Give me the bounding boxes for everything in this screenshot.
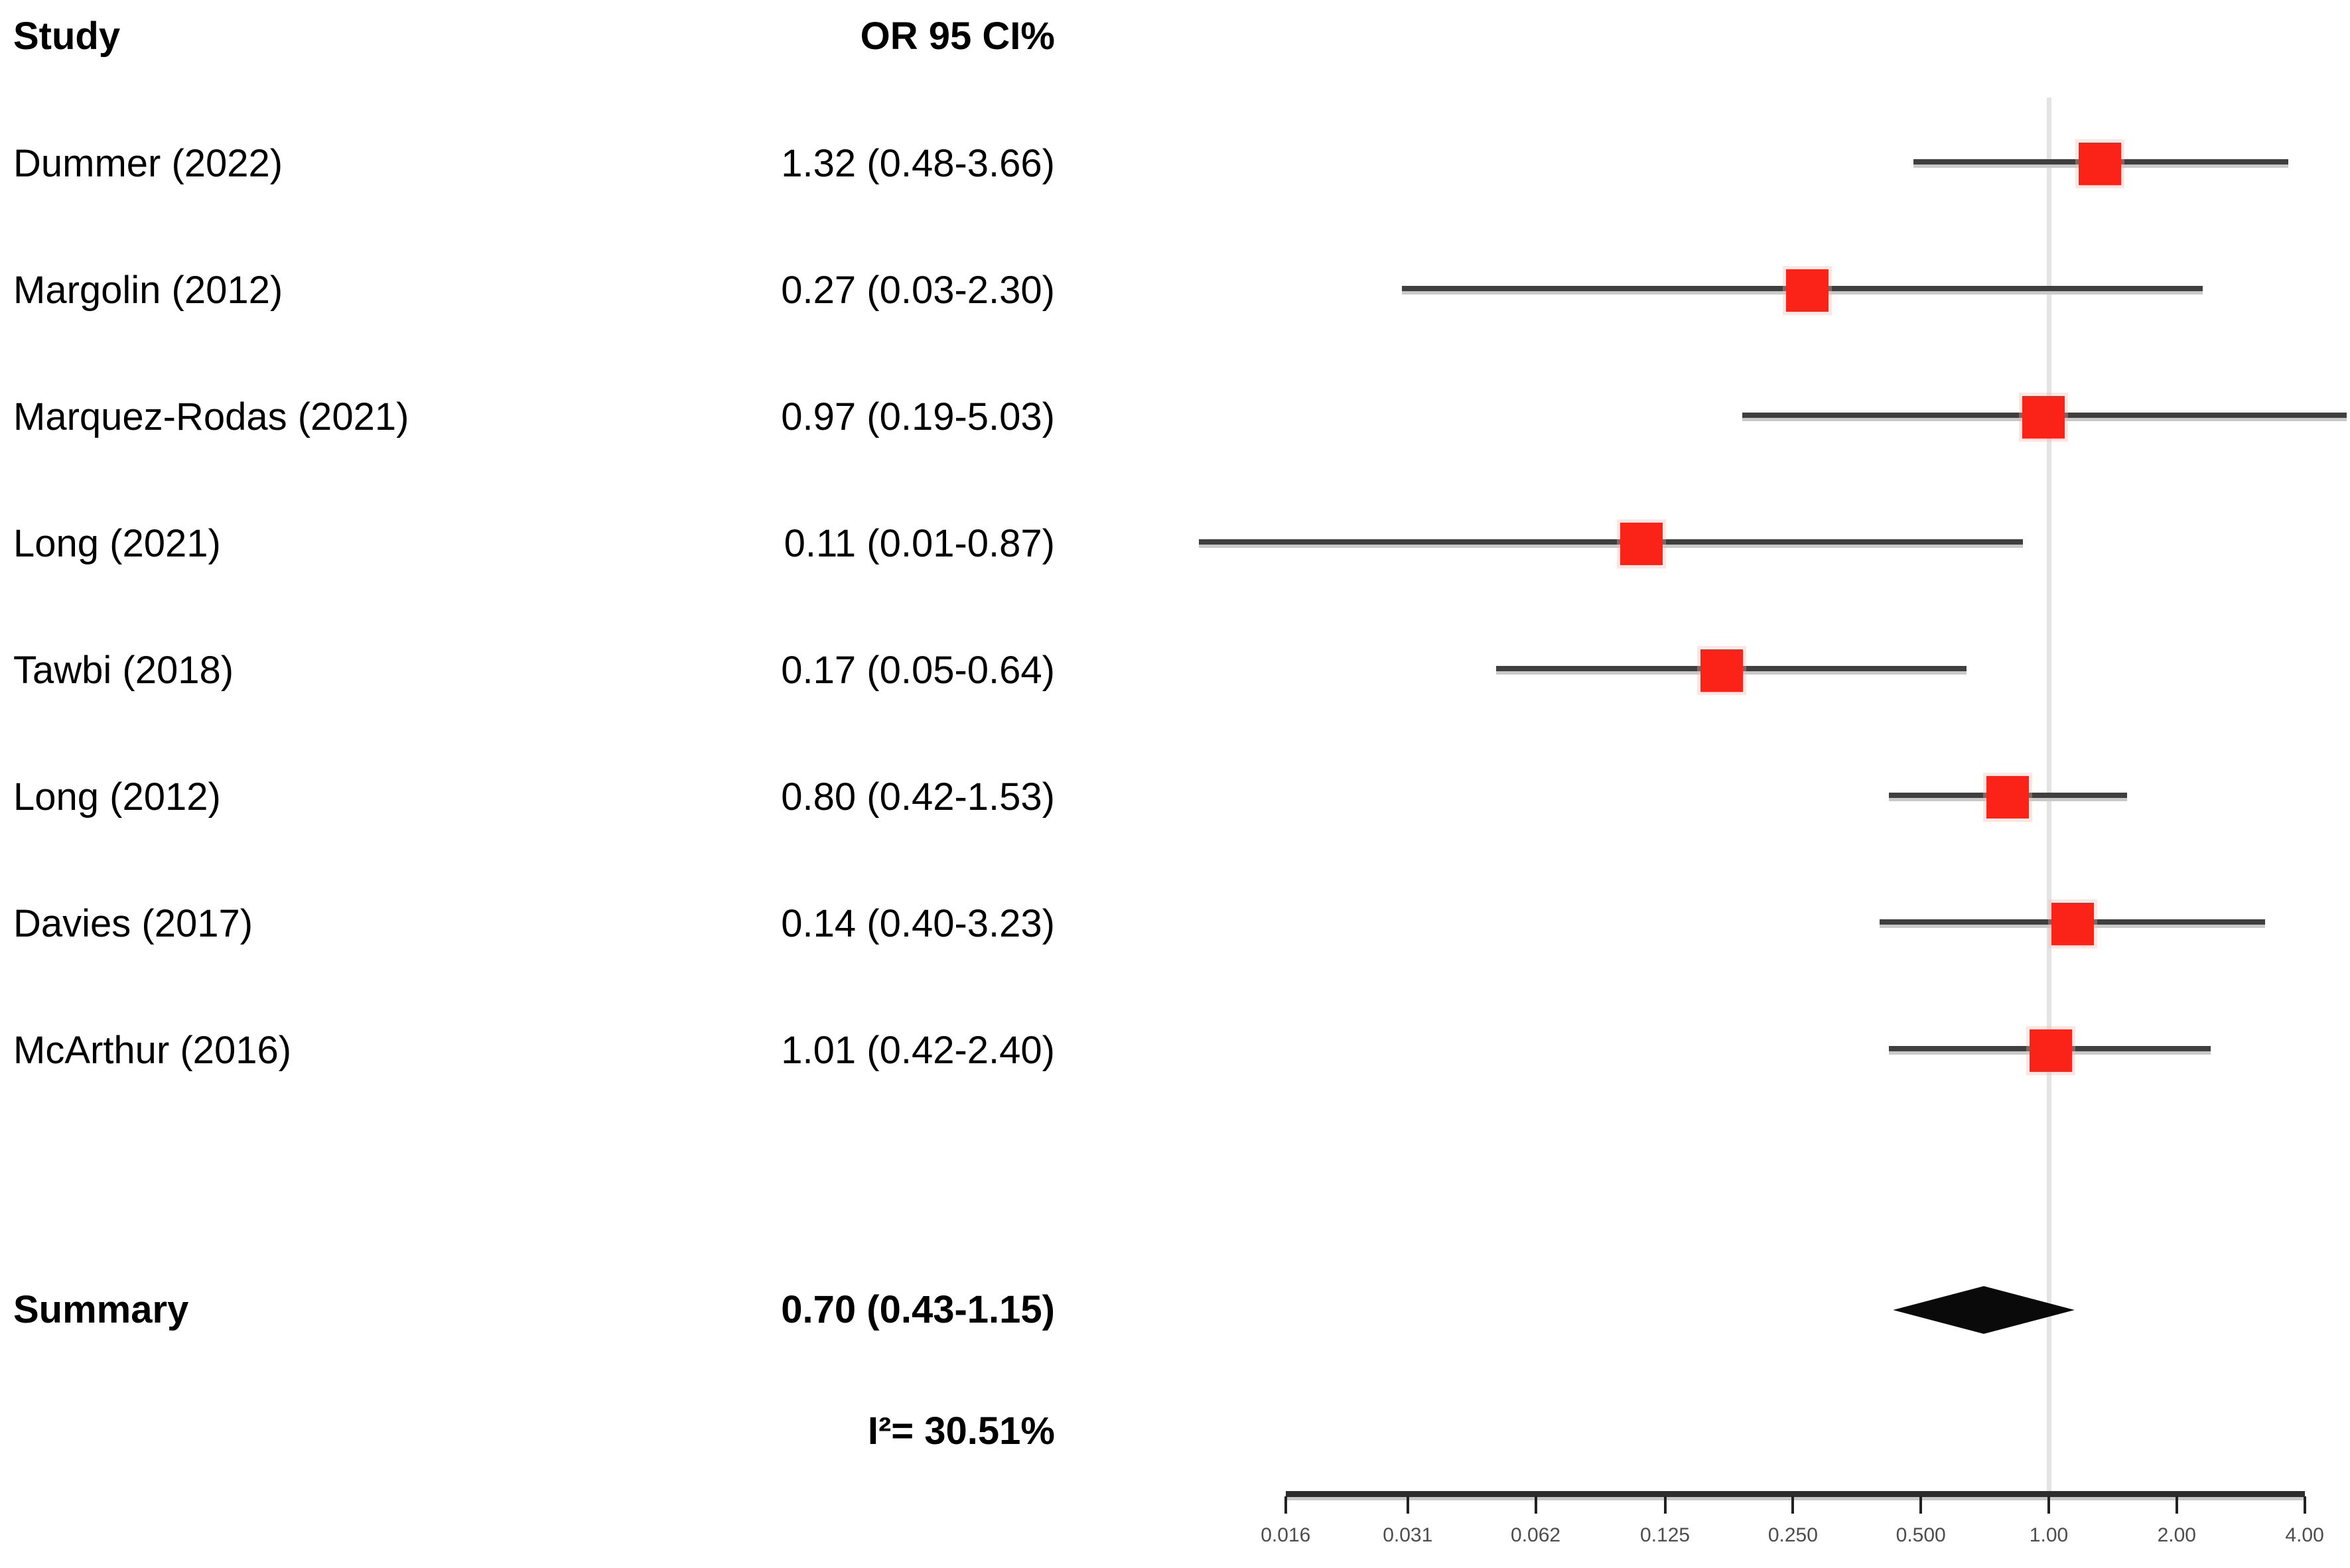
x-axis-tick-label: 2.00	[2157, 1524, 2196, 1546]
x-axis-tick-label: 0.016	[1261, 1524, 1311, 1546]
or-square-marker	[2022, 396, 2065, 438]
study-label: Long (2021)	[13, 522, 221, 565]
or-ci-value: 0.11 (0.01-0.87)	[784, 522, 1055, 565]
or-square-marker	[2079, 143, 2122, 185]
x-axis-tick	[1791, 1496, 1795, 1514]
or-square-marker	[2051, 903, 2095, 945]
x-axis-tick-label: 0.062	[1511, 1524, 1561, 1546]
study-label: Tawbi (2018)	[13, 649, 234, 692]
x-axis-line	[1285, 1491, 2305, 1497]
or-ci-value: 0.17 (0.05-0.64)	[781, 649, 1055, 692]
x-axis-tick-label: 0.125	[1640, 1524, 1691, 1546]
x-axis-tick-label: 0.250	[1767, 1524, 1818, 1546]
x-axis-tick	[1919, 1496, 1923, 1514]
or-square-marker	[1785, 269, 1829, 312]
x-axis-tick-label: 0.031	[1383, 1524, 1433, 1546]
study-label: Margolin (2012)	[13, 269, 283, 312]
or-ci-value: 0.14 (0.40-3.23)	[781, 902, 1055, 945]
or-square-marker	[2029, 1029, 2072, 1072]
ci-line	[1199, 539, 2024, 548]
x-axis-tick-label: 4.00	[2285, 1524, 2324, 1546]
x-axis-tick-label: 0.500	[1896, 1524, 1946, 1546]
or-ci-value: 1.32 (0.48-3.66)	[781, 142, 1055, 185]
x-axis-tick	[1663, 1496, 1667, 1514]
x-axis-tick	[2047, 1496, 2050, 1514]
x-axis-tick	[2175, 1496, 2178, 1514]
or-ci-value: 0.97 (0.19-5.03)	[781, 395, 1055, 438]
summary-row-label: Summary	[13, 1288, 189, 1331]
heterogeneity-i2-label: I²= 30.51%	[867, 1409, 1055, 1453]
or-ci-value: 0.80 (0.42-1.53)	[781, 775, 1055, 818]
or-ci-column-header: OR 95 CI%	[860, 15, 1055, 58]
x-axis-tick	[2303, 1496, 2306, 1514]
or-ci-value: 0.27 (0.03-2.30)	[781, 269, 1055, 312]
study-label: Marquez-Rodas (2021)	[13, 395, 409, 438]
or-square-marker	[1620, 523, 1663, 565]
or-square-marker	[1986, 776, 2029, 818]
study-label: Dummer (2022)	[13, 142, 283, 185]
or-square-marker	[1700, 649, 1744, 692]
or-ci-value: 1.01 (0.42-2.40)	[781, 1029, 1055, 1072]
study-label: Davies (2017)	[13, 902, 253, 945]
x-axis-tick	[1284, 1496, 1287, 1514]
study-label: McArthur (2016)	[13, 1029, 292, 1072]
x-axis-tick-label: 1.00	[2029, 1524, 2069, 1546]
summary-or-ci-value: 0.70 (0.43-1.15)	[781, 1288, 1055, 1331]
study-column-header: Study	[13, 15, 121, 58]
study-label: Long (2012)	[13, 775, 221, 818]
x-axis-tick	[1534, 1496, 1537, 1514]
x-axis-tick	[1406, 1496, 1409, 1514]
